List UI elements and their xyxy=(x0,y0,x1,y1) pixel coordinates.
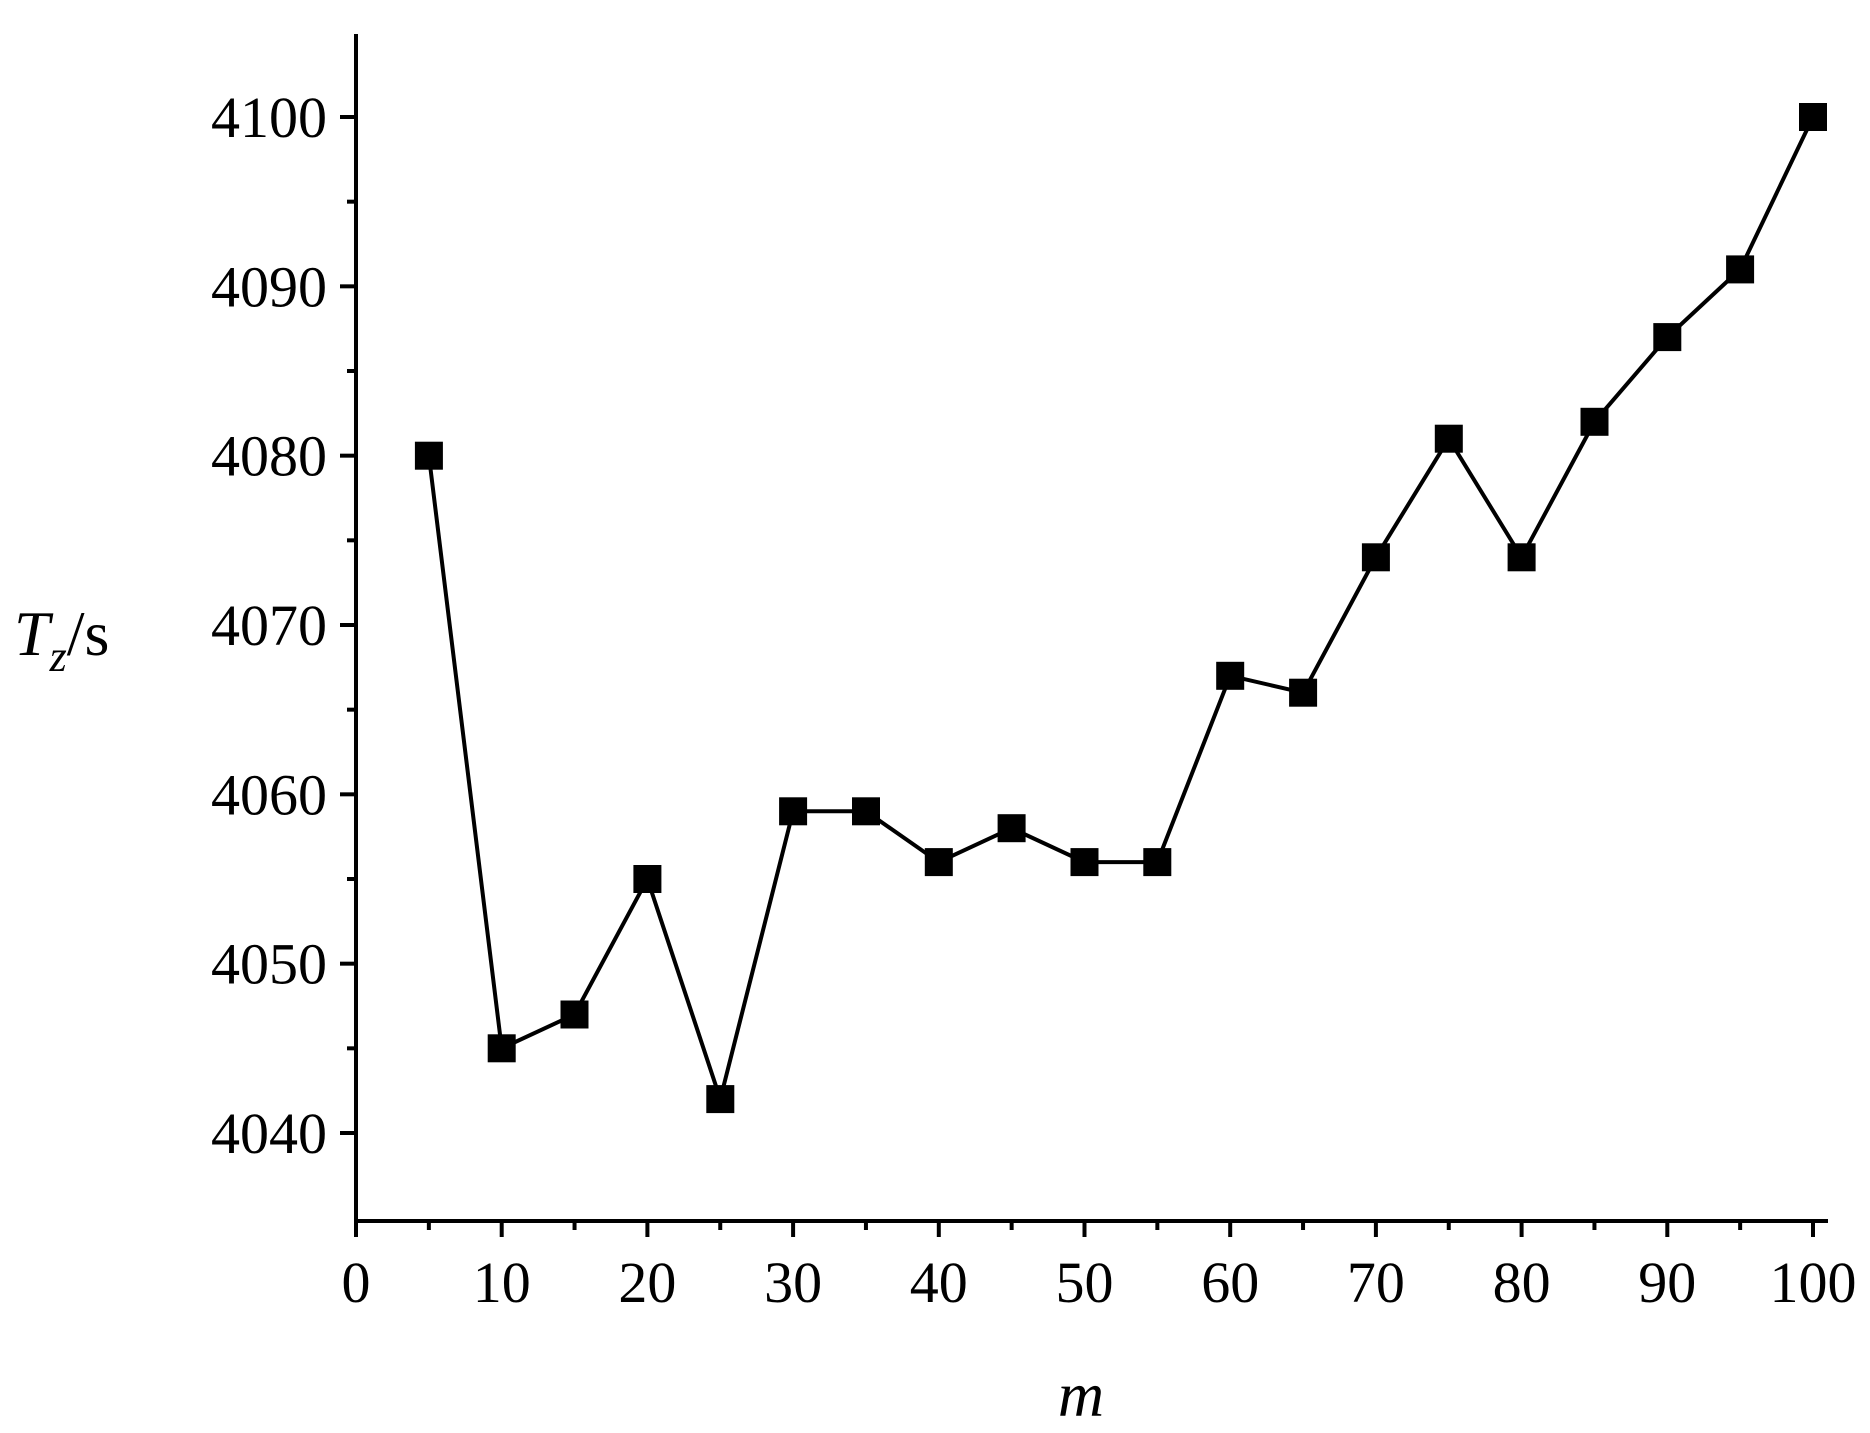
data-point xyxy=(997,814,1026,843)
y-tick-labels: 4040 4050 4060 4070 4080 4090 4100 xyxy=(211,85,327,1166)
y-tick-label: 4100 xyxy=(211,85,327,150)
data-point xyxy=(924,848,953,877)
y-axis-title-subscript: z xyxy=(49,632,67,681)
data-point xyxy=(1143,848,1172,877)
data-point xyxy=(1580,407,1609,436)
x-tick-label: 40 xyxy=(910,1250,968,1315)
y-tick-label: 4080 xyxy=(211,424,327,489)
y-axis-title-main: T xyxy=(14,598,54,669)
data-point xyxy=(706,1085,735,1114)
x-tick-label: 100 xyxy=(1770,1250,1857,1315)
x-tick-label: 30 xyxy=(764,1250,822,1315)
x-tick-label: 80 xyxy=(1493,1250,1551,1315)
x-tick-label: 90 xyxy=(1638,1250,1696,1315)
data-point xyxy=(414,441,443,470)
x-tick-label: 10 xyxy=(473,1250,531,1315)
data-point xyxy=(1361,543,1390,572)
y-tick-label: 4060 xyxy=(211,762,327,827)
y-tick-label: 4070 xyxy=(211,593,327,658)
x-tick-label: 60 xyxy=(1201,1250,1259,1315)
x-tick-label: 0 xyxy=(342,1250,371,1315)
data-point xyxy=(1507,543,1536,572)
y-ticks xyxy=(340,115,356,1135)
y-tick-label: 4040 xyxy=(211,1101,327,1166)
data-point xyxy=(1653,323,1682,352)
y-tick-label: 4050 xyxy=(211,932,327,997)
data-point xyxy=(1799,103,1827,131)
x-tick-label: 20 xyxy=(618,1250,676,1315)
data-point xyxy=(1434,424,1463,453)
y-tick-label: 4090 xyxy=(211,254,327,319)
data-point xyxy=(1289,678,1318,707)
x-tick-labels: 0 10 20 30 40 50 60 70 80 90 100 xyxy=(342,1250,1857,1315)
series xyxy=(426,116,1815,1107)
data-point xyxy=(1070,848,1099,877)
markers xyxy=(414,103,1827,1114)
x-ticks xyxy=(354,1221,1815,1237)
x-tick-label: 70 xyxy=(1347,1250,1405,1315)
data-point xyxy=(1216,661,1245,690)
x-tick-label: 50 xyxy=(1056,1250,1114,1315)
data-point xyxy=(560,1000,589,1029)
data-point xyxy=(1726,255,1755,284)
data-point xyxy=(633,865,662,893)
data-point xyxy=(852,797,880,826)
y-axis-title-unit: /s xyxy=(67,598,110,669)
series-line xyxy=(426,116,1815,1107)
axes xyxy=(354,34,1828,1223)
y-axis-title: Tz/s xyxy=(14,598,109,681)
data-point xyxy=(779,797,808,826)
x-axis-title: m xyxy=(1058,1359,1104,1430)
data-point xyxy=(487,1034,516,1063)
